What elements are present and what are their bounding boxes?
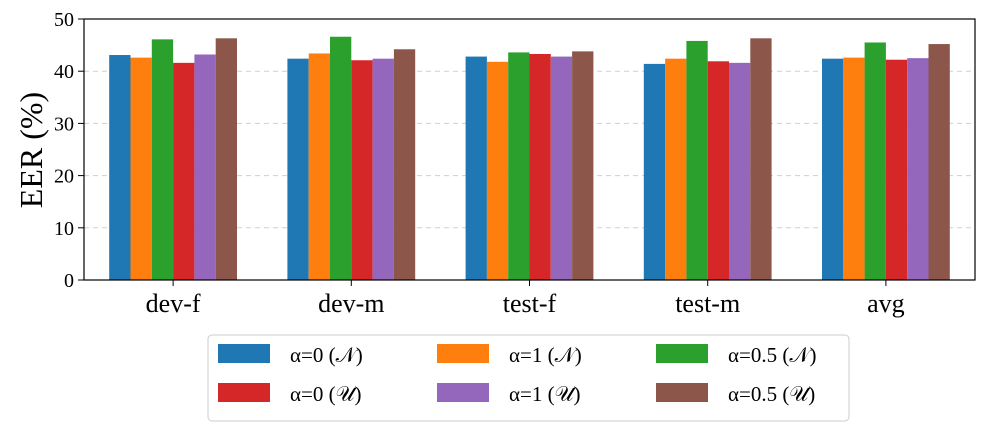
legend-swatch — [437, 383, 489, 402]
legend-label: α=0.5 (𝒩) — [728, 343, 816, 367]
bar-dev-m-series-0 — [287, 58, 309, 281]
bar-test-m-series-0 — [643, 63, 666, 280]
bar-dev-f-series-0 — [109, 55, 131, 280]
y-tick-label: 10 — [54, 218, 74, 240]
legend-swatch — [437, 344, 489, 363]
bar-test-m-series-1 — [665, 58, 687, 281]
bar-test-m-series-4 — [729, 62, 751, 281]
bar-dev-m-series-3 — [351, 60, 373, 280]
x-tick-label: test-m — [675, 289, 740, 318]
legend-swatch — [656, 383, 708, 402]
y-axis-label: EER (%) — [13, 92, 49, 208]
legend: α=0 (𝒩) α=1 (𝒩) α=0.5 (𝒩) α=0 (𝒰) α=1 (𝒰) α=0… — [207, 334, 850, 422]
bar-dev-m-series-4 — [372, 58, 394, 281]
x-tick-label: test-f — [503, 289, 557, 318]
bar-test-f-series-1 — [486, 61, 509, 280]
bar-dev-m-series-1 — [308, 53, 330, 281]
bar-dev-m-series-2 — [330, 36, 352, 280]
y-tick-label: 0 — [64, 270, 74, 292]
bar-test-f-series-3 — [529, 53, 551, 280]
legend-label: α=0.5 (𝒰) — [728, 382, 815, 406]
x-tick-label: dev-f — [146, 289, 201, 318]
bar-test-m-series-3 — [707, 61, 729, 281]
bar-test-m-series-2 — [686, 40, 708, 281]
bar-test-f-series-5 — [572, 51, 594, 280]
x-tick-label: dev-m — [318, 289, 384, 318]
legend-swatch — [218, 344, 270, 363]
bar-dev-f-series-3 — [173, 62, 195, 281]
y-tick-label: 20 — [54, 166, 74, 188]
y-tick-label: 40 — [54, 61, 74, 83]
bars — [109, 36, 950, 281]
bar-test-m-series-5 — [750, 38, 772, 281]
x-tick-label: avg — [867, 289, 905, 318]
legend-swatch — [656, 344, 708, 363]
y-ticks: 0 10 20 30 40 50 — [54, 9, 84, 292]
bar-avg-series-0 — [822, 58, 844, 281]
x-ticks: dev-f dev-m test-f test-m avg — [146, 280, 905, 318]
bar-test-f-series-4 — [550, 56, 573, 280]
bar-test-f-series-2 — [508, 52, 530, 280]
bar-dev-f-series-5 — [215, 38, 237, 281]
legend-label: α=1 (𝒰) — [509, 382, 580, 406]
bar-dev-f-series-2 — [151, 39, 174, 280]
bar-avg-series-2 — [864, 42, 886, 280]
bar-avg-series-3 — [885, 59, 908, 280]
bar-test-f-series-0 — [465, 56, 487, 280]
bar-dev-m-series-5 — [393, 49, 416, 280]
legend-label: α=1 (𝒩) — [509, 343, 582, 367]
bar-dev-f-series-1 — [130, 57, 152, 281]
bar-avg-series-4 — [907, 58, 929, 281]
y-tick-label: 30 — [54, 113, 74, 135]
y-tick-label: 50 — [54, 9, 74, 31]
legend-label: α=0 (𝒰) — [290, 382, 361, 406]
bar-dev-f-series-4 — [194, 54, 216, 280]
legend-label: α=0 (𝒩) — [290, 343, 363, 367]
legend-swatch — [218, 383, 270, 402]
bar-avg-series-5 — [928, 44, 950, 280]
bar-avg-series-1 — [843, 57, 865, 281]
